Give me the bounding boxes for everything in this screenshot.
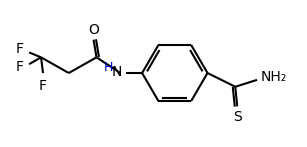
Text: O: O: [88, 23, 99, 37]
Text: F: F: [39, 79, 47, 93]
Text: H: H: [104, 61, 113, 74]
Text: NH₂: NH₂: [261, 70, 287, 84]
Text: F: F: [15, 60, 23, 74]
Text: F: F: [15, 42, 23, 56]
Text: N: N: [112, 65, 122, 79]
Text: S: S: [233, 110, 242, 124]
